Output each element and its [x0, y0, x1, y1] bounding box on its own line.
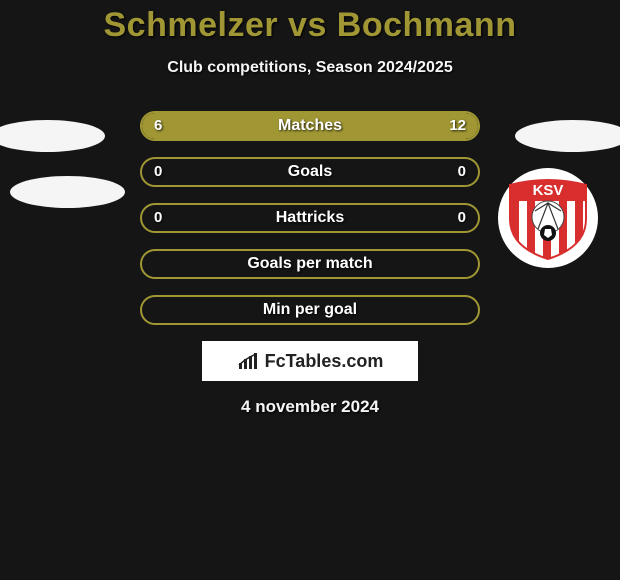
brand-box: FcTables.com [202, 341, 418, 381]
stat-bar: 612Matches [140, 111, 480, 141]
club-badge: KSV [498, 168, 598, 268]
ellipse-icon [10, 176, 125, 208]
bar-label: Hattricks [142, 205, 478, 231]
badge-text: KSV [533, 182, 564, 199]
stat-bar: 00Goals [140, 157, 480, 187]
bar-label: Matches [142, 113, 478, 139]
stat-bar: Min per goal [140, 295, 480, 325]
ellipse-icon [0, 120, 105, 152]
bar-label: Goals per match [142, 251, 478, 277]
ellipse-icon [515, 120, 620, 152]
brand-chart-icon [237, 351, 259, 371]
stat-bar: 00Hattricks [140, 203, 480, 233]
left-decoration [0, 120, 125, 232]
date-label: 4 november 2024 [0, 397, 620, 417]
page-title: Schmelzer vs Bochmann [0, 0, 620, 45]
bar-label: Min per goal [142, 297, 478, 323]
bar-label: Goals [142, 159, 478, 185]
stat-bar: Goals per match [140, 249, 480, 279]
subtitle: Club competitions, Season 2024/2025 [0, 59, 620, 77]
club-badge-icon: KSV [505, 175, 591, 261]
right-decoration [515, 120, 620, 176]
brand-label: FcTables.com [265, 351, 384, 372]
